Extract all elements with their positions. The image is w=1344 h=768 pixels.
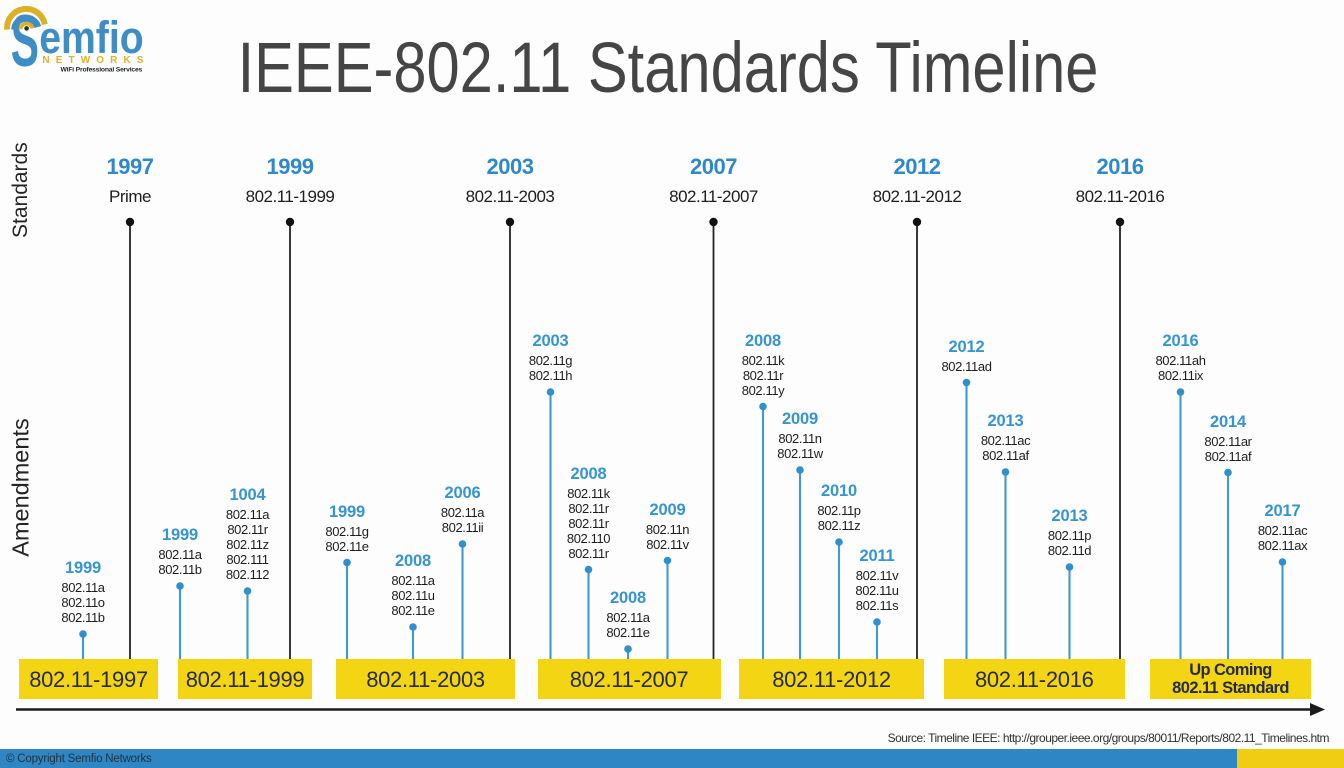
svg-text:emfio: emfio	[39, 12, 143, 62]
svg-text:NETWORKS: NETWORKS	[42, 55, 149, 66]
svg-text:S: S	[11, 5, 39, 80]
svg-text:WiFi Professional Services: WiFi Professional Services	[61, 67, 143, 74]
